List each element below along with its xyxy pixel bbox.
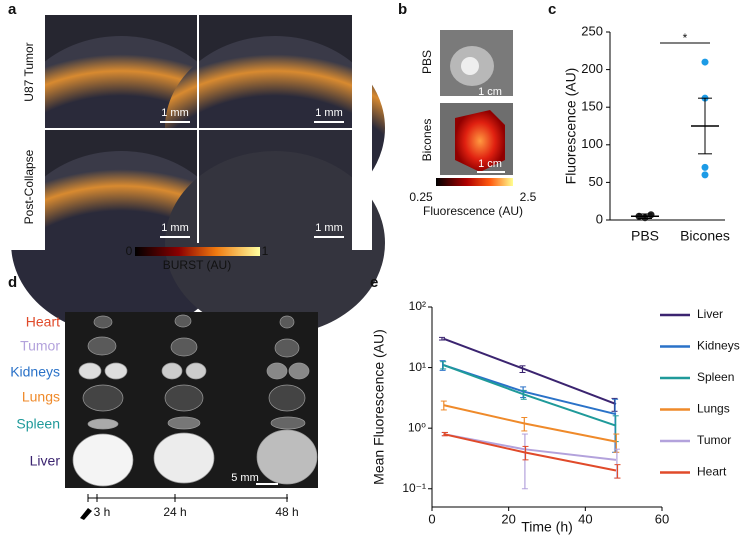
- legend-label: Spleen: [697, 370, 734, 384]
- timepoint: 3 h: [94, 505, 111, 519]
- organ-images: [65, 312, 318, 520]
- scale-label: 5 mm: [231, 472, 259, 484]
- panel-label: e: [370, 274, 378, 291]
- colorbar-min: 0: [126, 244, 133, 258]
- panel-label: b: [398, 1, 407, 18]
- y-tick-label: 10²: [409, 299, 426, 313]
- series-line: [443, 433, 617, 461]
- x-tick-label: 60: [655, 511, 669, 526]
- scale-label: 1 cm: [478, 86, 502, 98]
- row-label: PBS: [420, 50, 434, 74]
- series-line: [443, 364, 617, 416]
- x-tick-label: PBS: [631, 228, 659, 244]
- y-tick-label: 10⁰: [408, 420, 426, 434]
- y-tick-label: 200: [581, 61, 603, 76]
- y-tick-label: 100: [581, 136, 603, 151]
- data-point: [701, 58, 709, 66]
- x-tick-label: 20: [501, 511, 515, 526]
- colorbar-max: 2.5: [520, 190, 537, 204]
- organ-label: Tumor: [20, 338, 60, 354]
- organ-label: Liver: [30, 453, 61, 469]
- organ-label: Spleen: [16, 416, 60, 432]
- timepoint: 48 h: [275, 505, 298, 519]
- x-tick-label: 0: [428, 511, 435, 526]
- data-point: [701, 171, 709, 179]
- legend-label: Liver: [697, 307, 723, 321]
- y-tick-label: 10¹: [409, 360, 426, 374]
- series-line: [443, 433, 617, 472]
- y-tick-label: 0: [596, 211, 603, 226]
- data-point: [647, 211, 655, 219]
- panel-label: a: [8, 1, 17, 18]
- ultrasound-images: [0, 0, 385, 335]
- x-tick-label: 40: [578, 511, 592, 526]
- panel-label: d: [8, 274, 17, 291]
- annotation: *: [683, 31, 688, 45]
- panel-label: c: [548, 1, 556, 18]
- colorbar-min: 0.25: [409, 190, 433, 204]
- x-tick-label: Bicones: [680, 228, 730, 244]
- organ-label: Lungs: [22, 389, 60, 405]
- y-tick-label: 50: [589, 174, 603, 189]
- legend-label: Tumor: [697, 433, 731, 447]
- legend-label: Kidneys: [697, 339, 740, 353]
- colorbar-label: Fluorescence (AU): [423, 204, 523, 218]
- y-axis-label: Mean Fluorescence (AU): [371, 329, 387, 485]
- y-tick-label: 150: [581, 99, 603, 114]
- legend-label: Heart: [697, 465, 727, 479]
- row-label: U87 Tumor: [22, 42, 36, 101]
- scale-label: 1 cm: [478, 158, 502, 170]
- series-line: [443, 364, 617, 427]
- colorbar-max: 1: [262, 244, 269, 258]
- scale-label: 1 mm: [315, 222, 343, 234]
- y-axis-label: Fluorescence (AU): [563, 68, 579, 185]
- scale-label: 1 mm: [161, 107, 189, 119]
- organ-label: Heart: [26, 314, 60, 330]
- row-label: Post-Collapse: [22, 149, 36, 224]
- data-point: [701, 163, 709, 171]
- scale-label: 1 mm: [315, 107, 343, 119]
- y-tick-label: 10⁻¹: [402, 481, 426, 495]
- series-line: [443, 404, 617, 443]
- legend-label: Lungs: [697, 402, 730, 416]
- fluorescence-images: [436, 30, 513, 186]
- row-label: Bicones: [420, 119, 434, 162]
- x-axis-label: Time (h): [521, 519, 573, 535]
- timepoint: 24 h: [163, 505, 186, 519]
- colorbar-label: BURST (AU): [163, 258, 231, 272]
- series-line: [443, 337, 617, 405]
- y-tick-label: 250: [581, 23, 603, 38]
- scale-label: 1 mm: [161, 222, 189, 234]
- organ-label: Kidneys: [10, 364, 60, 380]
